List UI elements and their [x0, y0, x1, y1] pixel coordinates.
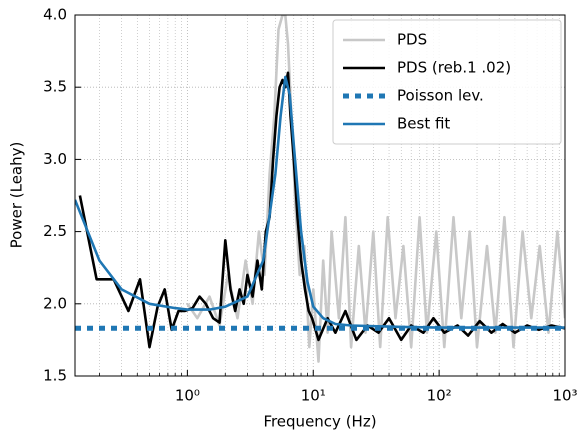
plot-frame — [74, 14, 566, 377]
x-tick-label: 10² — [427, 387, 452, 405]
legend-label: PDS — [397, 31, 427, 49]
legend-label: Poisson lev. — [397, 87, 484, 105]
y-tick-label: 2.0 — [43, 294, 67, 312]
y-tick-label: 2.5 — [43, 222, 67, 240]
y-tick-label: 4.0 — [43, 6, 67, 24]
legend-label: PDS (reb.1 .02) — [397, 59, 511, 77]
y-tick-label: 3.0 — [43, 150, 67, 168]
plot-area — [75, 15, 565, 363]
series-line — [75, 75, 565, 329]
x-tick-label: 10³ — [552, 387, 577, 405]
x-axis-title: Frequency (Hz) — [263, 413, 376, 431]
y-tick-label: 3.5 — [43, 78, 67, 96]
y-axis-title: Power (Leahy) — [8, 142, 26, 249]
legend-box — [332, 19, 562, 145]
series-line — [186, 15, 565, 363]
legend-label: Best fit — [397, 115, 450, 133]
x-tick-label: 10⁰ — [175, 387, 200, 405]
y-tick-label: 1.5 — [43, 367, 67, 385]
x-tick-label: 10¹ — [301, 387, 326, 405]
